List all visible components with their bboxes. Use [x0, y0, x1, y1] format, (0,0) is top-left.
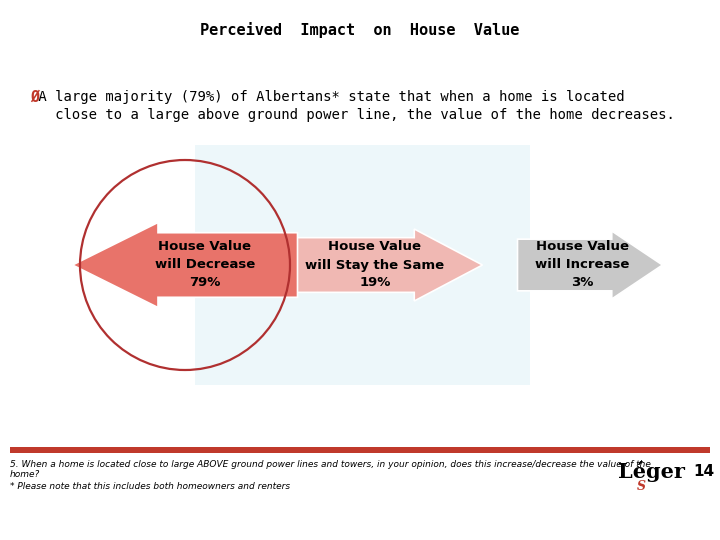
Text: Léger: Léger — [618, 462, 685, 483]
Text: S: S — [637, 480, 646, 492]
Text: House Value
will Decrease
79%: House Value will Decrease 79% — [155, 240, 255, 289]
Text: A large majority (79%) of Albertans* state that when a home is located: A large majority (79%) of Albertans* sta… — [30, 90, 625, 104]
Bar — [10, 447, 710, 453]
Polygon shape — [287, 229, 482, 301]
Bar — [195, 145, 530, 385]
Text: 5. When a home is located close to large ABOVE ground power lines and towers, in: 5. When a home is located close to large… — [10, 460, 651, 469]
Text: Perceived  Impact  on  House  Value: Perceived Impact on House Value — [200, 22, 520, 38]
Polygon shape — [518, 231, 662, 299]
Text: home?: home? — [10, 470, 40, 479]
Text: House Value
will Stay the Same
19%: House Value will Stay the Same 19% — [305, 240, 444, 289]
Polygon shape — [73, 222, 297, 307]
Text: close to a large above ground power line, the value of the home decreases.: close to a large above ground power line… — [30, 108, 675, 122]
Text: * Please note that this includes both homeowners and renters: * Please note that this includes both ho… — [10, 482, 290, 491]
Text: House Value
will Increase
3%: House Value will Increase 3% — [535, 240, 629, 289]
Text: 14: 14 — [693, 464, 714, 480]
Text: Ø: Ø — [30, 90, 39, 105]
